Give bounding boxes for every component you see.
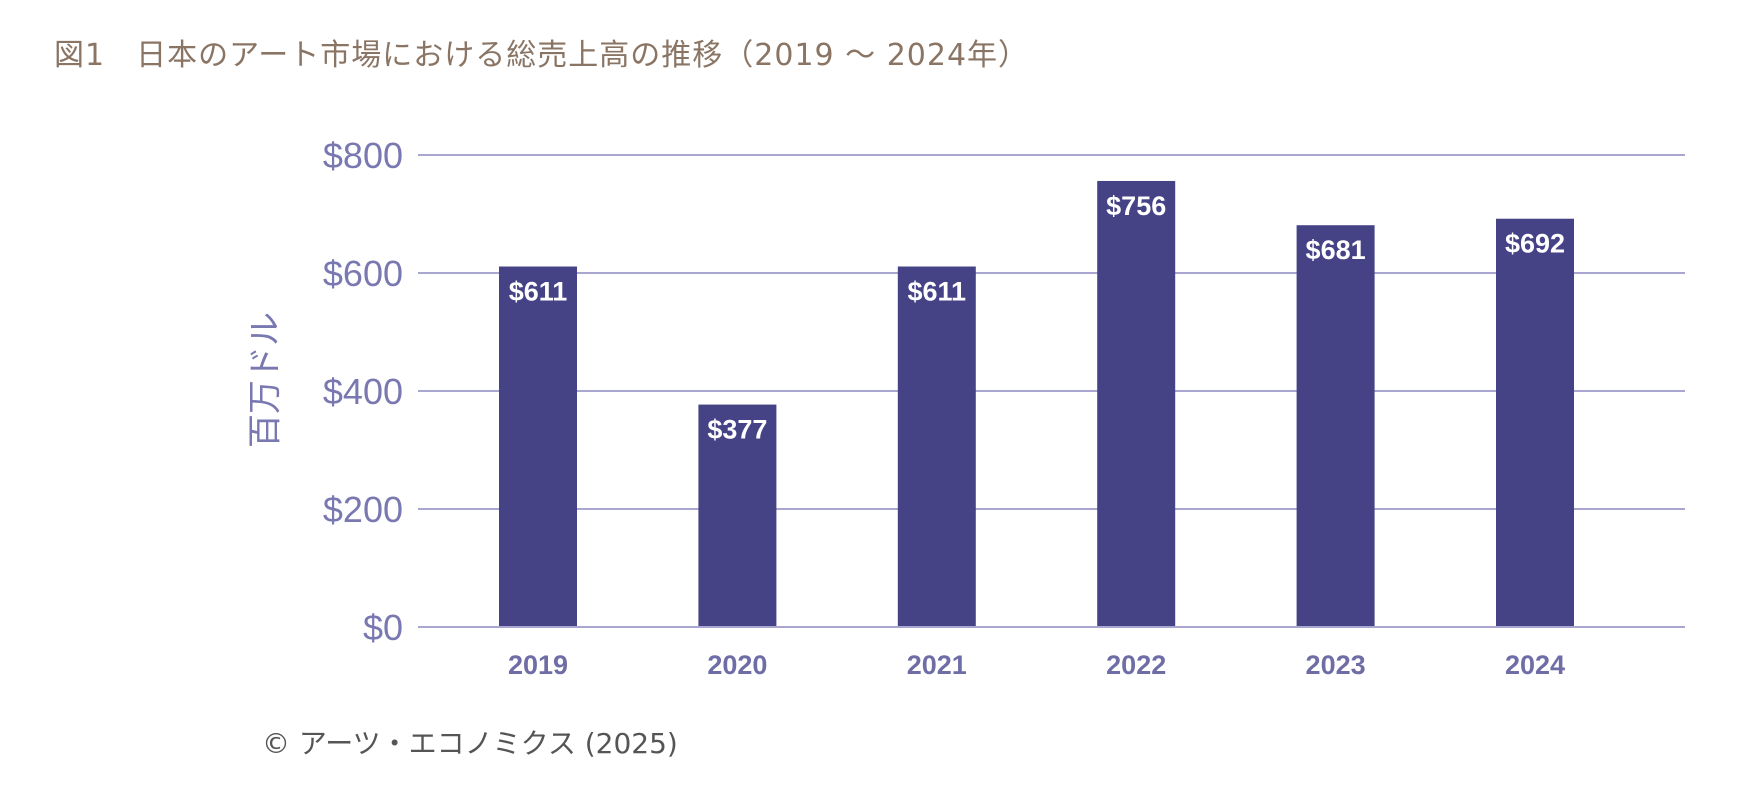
data-label: $611 [509,277,568,307]
x-tick-label: 2021 [907,650,967,680]
x-tick-label: 2019 [508,650,568,680]
bar [499,266,577,627]
x-tick-label: 2022 [1106,650,1166,680]
y-tick-label: $400 [323,371,403,412]
data-label: $756 [1106,191,1166,221]
x-tick-label: 2023 [1306,650,1366,680]
bar [1097,180,1176,627]
copyright-credit: © アーツ・エコノミクス (2025) [262,727,678,760]
bar [698,404,777,627]
y-tick-label: $800 [323,135,403,176]
y-tick-label: $0 [363,607,403,648]
x-tick-label: 2020 [707,650,767,680]
y-tick-label: $200 [323,489,403,530]
bar [897,266,976,627]
data-label: $681 [1306,235,1366,265]
data-label: $611 [908,277,967,307]
data-label: $377 [707,415,767,445]
bar [1496,218,1574,627]
x-tick-label: 2024 [1505,650,1565,680]
y-tick-label: $600 [323,253,403,294]
bar [1296,225,1375,627]
data-label: $692 [1505,229,1565,259]
chart-title: 図1 日本のアート市場における総売上高の推移（2019 ～ 2024年） [54,38,1030,73]
